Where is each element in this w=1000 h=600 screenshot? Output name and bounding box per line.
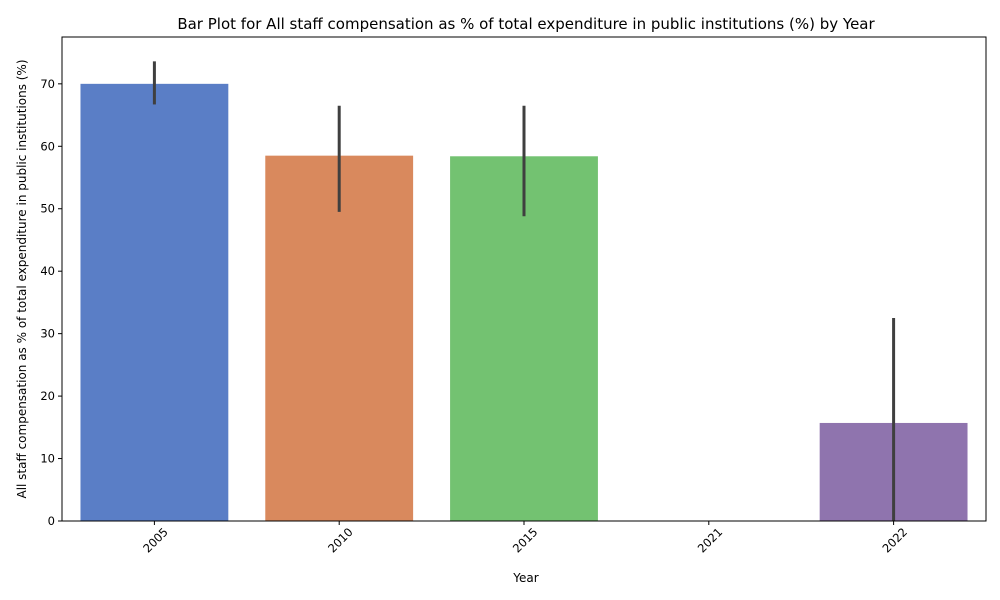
y-tick-label-0: 0 bbox=[48, 514, 55, 528]
y-axis: 0 10 20 30 40 50 60 70 bbox=[40, 77, 62, 528]
x-tick-label-2015: 2015 bbox=[510, 525, 541, 556]
x-tick-label-2010: 2010 bbox=[325, 525, 356, 556]
y-tick-label-20: 20 bbox=[40, 389, 55, 403]
y-tick-label-50: 50 bbox=[40, 202, 55, 216]
y-tick-label-70: 70 bbox=[40, 77, 55, 91]
x-tick-label-2022: 2022 bbox=[879, 525, 910, 556]
y-tick-label-30: 30 bbox=[40, 327, 55, 341]
y-tick-label-40: 40 bbox=[40, 264, 55, 278]
x-tick-label-2005: 2005 bbox=[140, 525, 171, 556]
bar-2010 bbox=[265, 155, 414, 521]
bar-2005 bbox=[80, 83, 229, 521]
error-bars-group bbox=[152, 61, 896, 521]
bar-2015 bbox=[450, 156, 598, 521]
x-axis-label: Year bbox=[512, 571, 538, 585]
y-axis-label: All staff compensation as % of total exp… bbox=[15, 59, 29, 498]
chart-title: Bar Plot for All staff compensation as %… bbox=[177, 15, 875, 33]
y-tick-label-10: 10 bbox=[40, 452, 55, 466]
x-axis: 2005 2010 2015 2021 2022 bbox=[140, 521, 910, 555]
x-tick-label-2021: 2021 bbox=[695, 525, 726, 556]
y-tick-label-60: 60 bbox=[40, 139, 55, 153]
plot-frame bbox=[61, 36, 987, 522]
